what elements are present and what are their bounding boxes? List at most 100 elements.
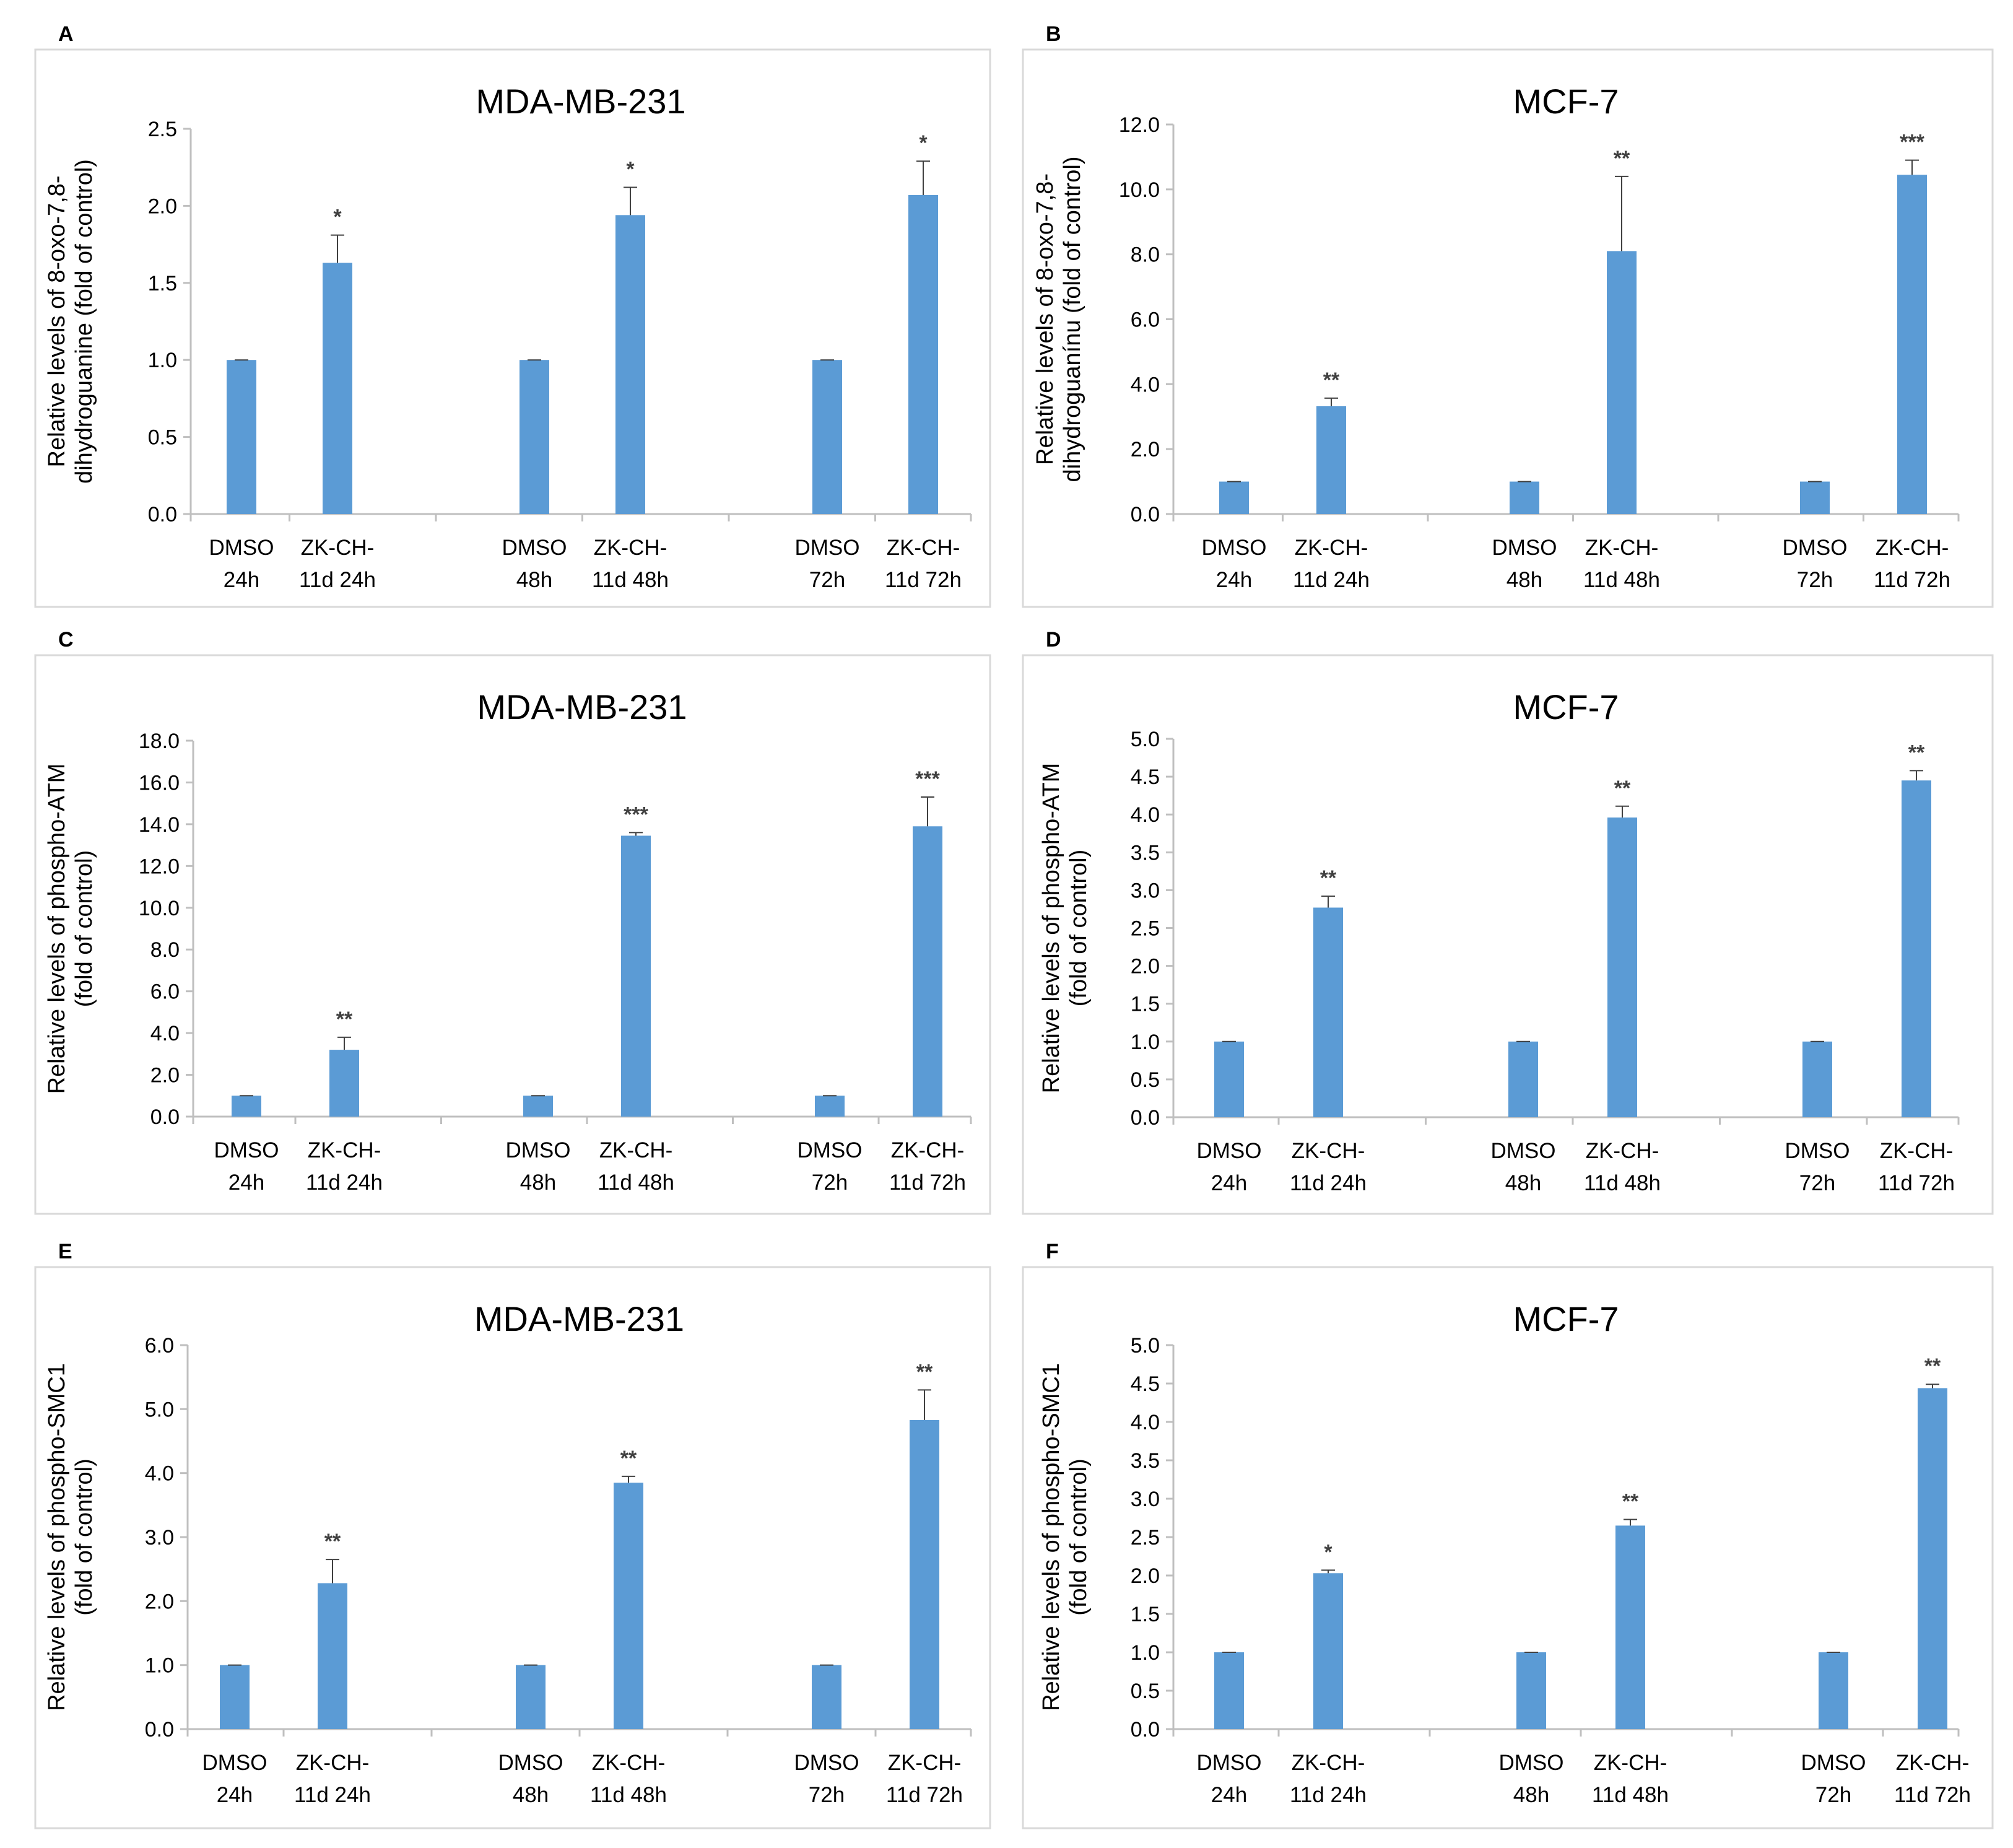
- chart-frame: [34, 654, 991, 1215]
- x-tick-label: ZK-CH-: [301, 536, 375, 560]
- x-tick-label: ZK-CH-: [1292, 1139, 1365, 1163]
- significance-label: **: [1323, 368, 1340, 392]
- x-tick-label: ZK-CH-: [1896, 1751, 1970, 1775]
- y-tick-label: 2.0: [148, 194, 177, 218]
- significance-label: *: [919, 131, 928, 155]
- bar: [1316, 406, 1346, 514]
- panel-letter: D: [1046, 628, 1061, 652]
- x-tick-label: 11d 72h: [886, 1783, 963, 1807]
- y-tick-label: 2.5: [1131, 917, 1160, 941]
- x-tick-label: ZK-CH-: [308, 1138, 381, 1162]
- x-tick-label: ZK-CH-: [888, 1751, 962, 1775]
- x-tick-label: 11d 72h: [1878, 1171, 1955, 1195]
- bar: [323, 263, 352, 514]
- x-tick-label: 48h: [1513, 1783, 1549, 1807]
- x-tick-label: DMSO: [498, 1751, 563, 1775]
- x-tick-label: 48h: [1505, 1171, 1541, 1195]
- x-tick-label: 11d 48h: [592, 568, 669, 592]
- y-tick-label: 2.0: [1131, 955, 1160, 978]
- x-tick-label: 11d 24h: [1290, 1171, 1367, 1195]
- x-tick-label: DMSO: [202, 1751, 267, 1775]
- x-tick-label: DMSO: [1197, 1139, 1262, 1163]
- x-tick-label: DMSO: [214, 1138, 279, 1162]
- bar: [516, 1665, 546, 1729]
- y-tick-label: 5.0: [1131, 1334, 1160, 1358]
- x-tick-label: DMSO: [502, 536, 567, 560]
- significance-label: **: [1908, 741, 1925, 764]
- y-tick-label: 12.0: [139, 855, 180, 878]
- y-tick-label: 3.5: [1131, 1449, 1160, 1473]
- panel-e: E MDA-MB-231 0.0 1.0 2.0 3.0 4.0 5.0 6.0 Relative…: [34, 1240, 991, 1829]
- x-tick-label: DMSO: [798, 1138, 863, 1162]
- chart-title: MDA-MB-231: [476, 82, 685, 121]
- bar: [1313, 907, 1343, 1117]
- bar: [1897, 175, 1927, 514]
- significance-label: *: [333, 206, 342, 229]
- bar: [815, 1096, 845, 1117]
- y-axis-label: Relative levels of phospho-ATM(fold of c…: [44, 764, 97, 1094]
- x-tick-label: 11d 48h: [1583, 568, 1660, 592]
- panel-letter: A: [58, 22, 74, 46]
- x-tick-label: 11d 48h: [598, 1170, 674, 1195]
- x-tick-label: 11d 48h: [1592, 1783, 1669, 1807]
- bar: [227, 360, 256, 514]
- x-tick-label: ZK-CH-: [887, 536, 960, 560]
- bar: [1607, 251, 1637, 514]
- x-tick-label: ZK-CH-: [1585, 536, 1659, 560]
- y-tick-label: 1.0: [1131, 1031, 1160, 1054]
- x-tick-label: DMSO: [506, 1138, 571, 1162]
- chart-frame: [1022, 654, 1994, 1215]
- y-tick-label: 18.0: [139, 730, 180, 753]
- x-tick-label: ZK-CH-: [1586, 1139, 1659, 1163]
- x-tick-label: 72h: [1815, 1783, 1851, 1807]
- significance-label: ***: [1900, 131, 1924, 154]
- panel-a: A MDA-MB-231 0.0 0.5 1.0 1.5 2.0 2.5 Relative le…: [34, 22, 991, 608]
- bar: [329, 1050, 359, 1117]
- y-tick-label: 0.0: [1131, 1718, 1160, 1741]
- panel-d: D MCF-7 0.0 0.5 1.0 1.5 2.0 2.5 3.0 3.5 4.0 4.5 5.0 R…: [1022, 628, 1994, 1215]
- x-tick-label: ZK-CH-: [1876, 536, 1949, 560]
- y-tick-label: 1.5: [148, 272, 177, 295]
- y-axis-label-line: Relative levels of phospho-SMC1: [1038, 1363, 1064, 1711]
- panel-letter: F: [1046, 1240, 1059, 1263]
- bar: [913, 826, 942, 1117]
- y-tick-label: 3.0: [1131, 1488, 1160, 1511]
- x-tick-label: ZK-CH-: [1880, 1139, 1954, 1163]
- x-tick-label: DMSO: [1499, 1751, 1564, 1775]
- x-tick-label: 24h: [1211, 1171, 1247, 1195]
- y-tick-label: 2.0: [150, 1064, 180, 1087]
- y-tick-label: 2.0: [1131, 1564, 1160, 1588]
- x-tick-label: 48h: [513, 1783, 549, 1807]
- bar: [1918, 1388, 1947, 1729]
- y-axis-label-line: Relative levels of phospho-ATM: [44, 764, 70, 1094]
- y-tick-label: 3.0: [1131, 879, 1160, 902]
- significance-label: **: [620, 1447, 637, 1470]
- y-tick-label: 4.0: [1131, 373, 1160, 396]
- x-tick-label: 11d 72h: [889, 1170, 966, 1195]
- x-tick-label: ZK-CH-: [1295, 536, 1368, 560]
- x-tick-label: 72h: [809, 568, 845, 592]
- x-tick-label: 11d 72h: [885, 568, 962, 592]
- y-tick-label: 6.0: [150, 980, 180, 1004]
- significance-label: *: [626, 158, 635, 181]
- bar: [910, 1419, 939, 1729]
- y-tick-label: 1.0: [1131, 1641, 1160, 1665]
- y-tick-label: 1.5: [1131, 1603, 1160, 1626]
- x-tick-label: ZK-CH-: [594, 536, 667, 560]
- x-tick-label: ZK-CH-: [592, 1751, 666, 1775]
- y-tick-label: 4.0: [1131, 803, 1160, 827]
- significance-label: **: [1614, 147, 1630, 170]
- bar: [1214, 1652, 1244, 1729]
- x-tick-label: 24h: [1216, 568, 1252, 592]
- x-tick-label: 24h: [217, 1783, 253, 1807]
- bar: [1819, 1652, 1848, 1729]
- x-tick-label: 72h: [1799, 1171, 1835, 1195]
- significance-label: ***: [624, 803, 648, 826]
- y-axis-label: Relative levels of phospho-SMC1(fold of …: [44, 1363, 97, 1711]
- bar: [523, 1096, 553, 1117]
- bar: [1508, 1041, 1538, 1117]
- bar: [1800, 481, 1830, 514]
- bar: [1607, 817, 1637, 1117]
- x-tick-label: ZK-CH-: [296, 1751, 370, 1775]
- x-tick-label: 24h: [228, 1170, 264, 1195]
